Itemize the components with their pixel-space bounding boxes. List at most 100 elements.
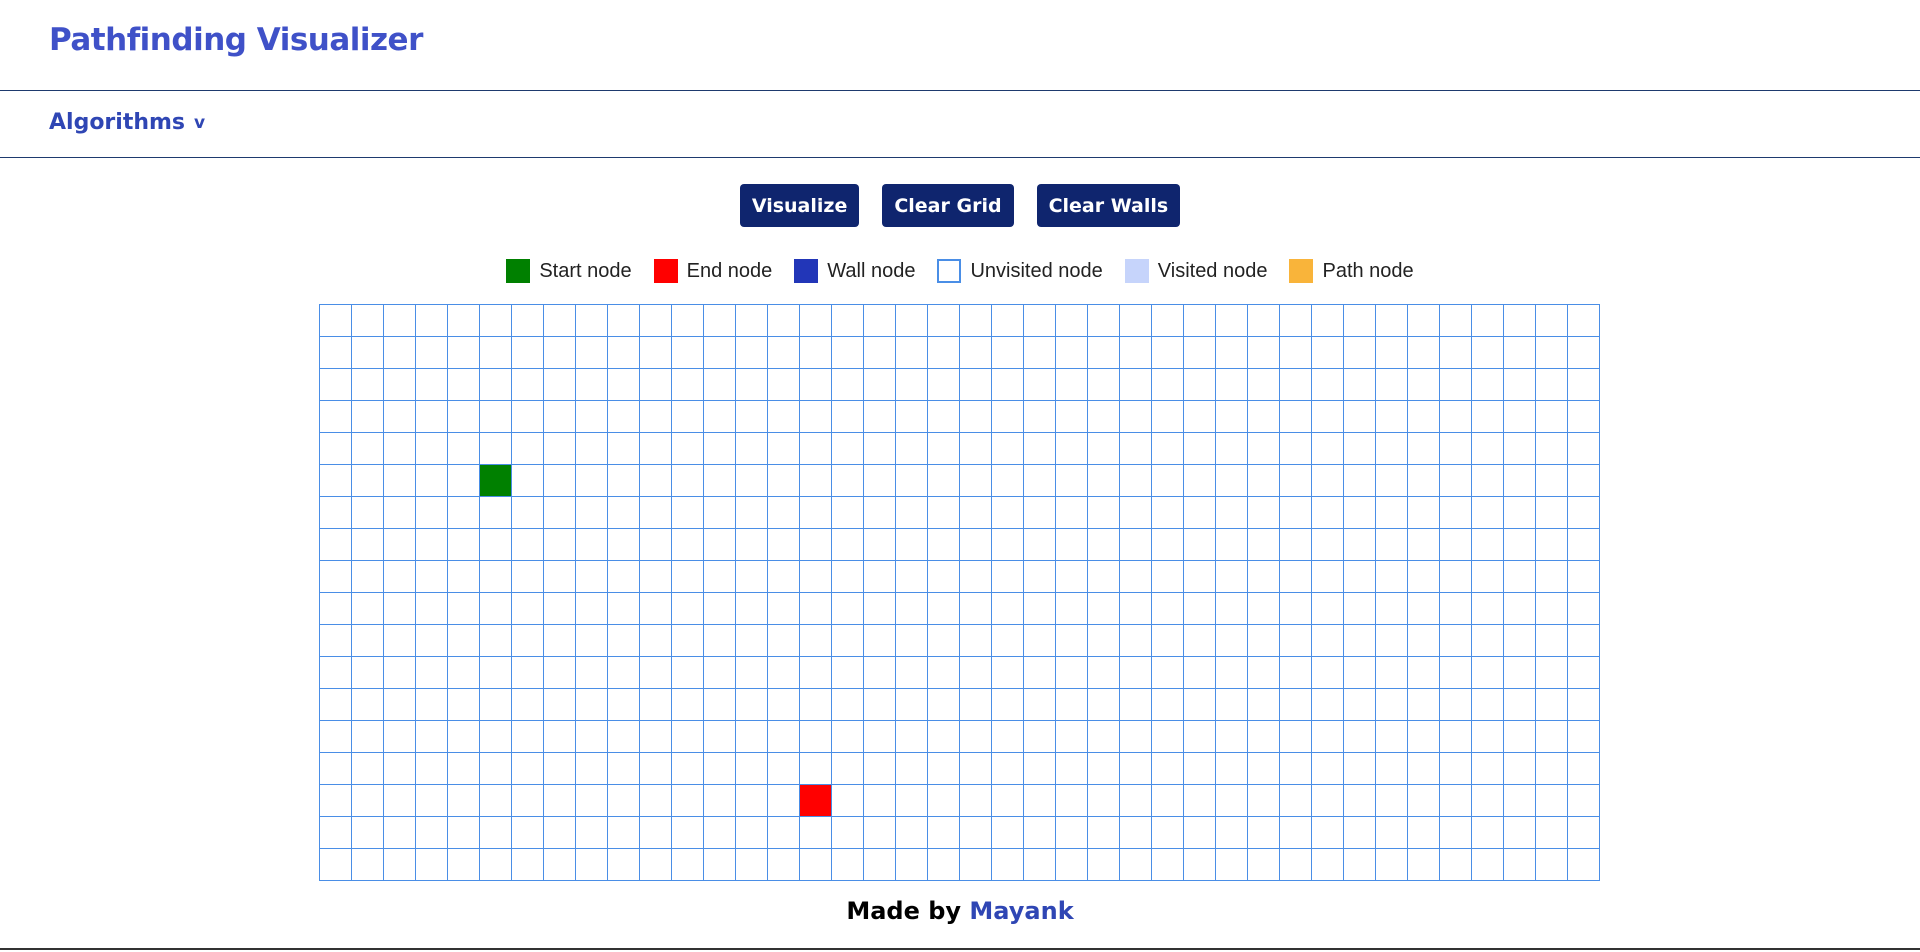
grid-cell[interactable] xyxy=(704,561,736,593)
grid-cell[interactable] xyxy=(960,785,992,817)
grid-cell[interactable] xyxy=(704,849,736,881)
grid-cell[interactable] xyxy=(320,337,352,369)
grid-cell[interactable] xyxy=(1504,625,1536,657)
grid-cell[interactable] xyxy=(1504,337,1536,369)
grid-cell[interactable] xyxy=(1088,689,1120,721)
grid-cell[interactable] xyxy=(704,657,736,689)
grid-cell[interactable] xyxy=(512,529,544,561)
grid-cell[interactable] xyxy=(448,305,480,337)
grid-cell[interactable] xyxy=(1024,817,1056,849)
grid-cell[interactable] xyxy=(800,337,832,369)
grid-cell[interactable] xyxy=(832,401,864,433)
grid-cell[interactable] xyxy=(1184,561,1216,593)
grid-cell[interactable] xyxy=(352,785,384,817)
grid-cell[interactable] xyxy=(864,689,896,721)
grid-cell[interactable] xyxy=(736,657,768,689)
grid-cell[interactable] xyxy=(992,625,1024,657)
grid-cell[interactable] xyxy=(352,433,384,465)
grid-cell[interactable] xyxy=(1216,369,1248,401)
grid-cell[interactable] xyxy=(960,657,992,689)
grid-cell[interactable] xyxy=(640,625,672,657)
grid-cell[interactable] xyxy=(576,529,608,561)
grid-cell[interactable] xyxy=(928,465,960,497)
grid-cell[interactable] xyxy=(640,561,672,593)
grid-cell[interactable] xyxy=(928,689,960,721)
grid-cell[interactable] xyxy=(768,785,800,817)
grid-cell[interactable] xyxy=(672,721,704,753)
grid-cell[interactable] xyxy=(800,401,832,433)
grid-cell[interactable] xyxy=(640,433,672,465)
grid-cell[interactable] xyxy=(832,849,864,881)
grid-cell[interactable] xyxy=(1088,625,1120,657)
grid-cell[interactable] xyxy=(1344,849,1376,881)
grid-cell[interactable] xyxy=(1312,625,1344,657)
grid-cell[interactable] xyxy=(672,433,704,465)
grid-cell[interactable] xyxy=(832,305,864,337)
grid-cell[interactable] xyxy=(1408,721,1440,753)
grid-cell[interactable] xyxy=(1120,529,1152,561)
grid-cell[interactable] xyxy=(704,369,736,401)
grid-cell[interactable] xyxy=(1152,785,1184,817)
grid-cell[interactable] xyxy=(1504,305,1536,337)
grid-cell[interactable] xyxy=(576,433,608,465)
grid-cell[interactable] xyxy=(1088,657,1120,689)
grid-cell[interactable] xyxy=(704,721,736,753)
grid-cell[interactable] xyxy=(1312,561,1344,593)
grid-cell[interactable] xyxy=(800,849,832,881)
grid-cell[interactable] xyxy=(512,593,544,625)
grid-cell[interactable] xyxy=(480,849,512,881)
grid-cell[interactable] xyxy=(480,817,512,849)
grid-cell[interactable] xyxy=(992,657,1024,689)
grid-cell[interactable] xyxy=(384,817,416,849)
grid-cell[interactable] xyxy=(544,433,576,465)
grid-cell[interactable] xyxy=(992,337,1024,369)
grid-cell[interactable] xyxy=(1312,465,1344,497)
grid-cell[interactable] xyxy=(864,657,896,689)
grid-cell[interactable] xyxy=(1152,593,1184,625)
grid-cell[interactable] xyxy=(832,529,864,561)
grid-cell[interactable] xyxy=(512,753,544,785)
grid-cell[interactable] xyxy=(1024,401,1056,433)
grid-cell[interactable] xyxy=(352,657,384,689)
grid-cell[interactable] xyxy=(1088,721,1120,753)
clear-walls-button[interactable]: Clear Walls xyxy=(1036,184,1181,227)
grid-cell[interactable] xyxy=(416,817,448,849)
grid-cell[interactable] xyxy=(1248,433,1280,465)
grid-cell[interactable] xyxy=(448,657,480,689)
grid-cell[interactable] xyxy=(1344,689,1376,721)
grid-cell[interactable] xyxy=(608,593,640,625)
grid-cell[interactable] xyxy=(576,305,608,337)
grid-cell[interactable] xyxy=(384,465,416,497)
grid-cell[interactable] xyxy=(1280,849,1312,881)
grid-cell[interactable] xyxy=(384,721,416,753)
grid-cell[interactable] xyxy=(1248,497,1280,529)
grid-cell[interactable] xyxy=(1248,529,1280,561)
grid-cell[interactable] xyxy=(992,369,1024,401)
grid-cell[interactable] xyxy=(1184,625,1216,657)
grid-cell[interactable] xyxy=(896,305,928,337)
grid-cell[interactable] xyxy=(1376,689,1408,721)
grid-cell[interactable] xyxy=(384,401,416,433)
grid-cell[interactable] xyxy=(416,529,448,561)
grid-cell[interactable] xyxy=(1248,849,1280,881)
grid-cell[interactable] xyxy=(576,401,608,433)
grid-cell[interactable] xyxy=(576,465,608,497)
grid-cell[interactable] xyxy=(576,593,608,625)
grid-cell[interactable] xyxy=(320,561,352,593)
grid-cell[interactable] xyxy=(1472,625,1504,657)
grid-cell[interactable] xyxy=(1088,593,1120,625)
grid-cell[interactable] xyxy=(1120,657,1152,689)
grid-cell[interactable] xyxy=(1216,433,1248,465)
grid-cell[interactable] xyxy=(640,785,672,817)
grid-cell[interactable] xyxy=(608,689,640,721)
grid-cell[interactable] xyxy=(1184,465,1216,497)
grid-cell[interactable] xyxy=(1184,817,1216,849)
grid-cell[interactable] xyxy=(832,465,864,497)
grid-cell[interactable] xyxy=(320,369,352,401)
grid-cell[interactable] xyxy=(1376,305,1408,337)
grid-cell[interactable] xyxy=(1024,849,1056,881)
grid-cell[interactable] xyxy=(1536,305,1568,337)
grid-cell[interactable] xyxy=(1120,689,1152,721)
grid-cell[interactable] xyxy=(1568,497,1600,529)
grid-cell[interactable] xyxy=(1376,529,1408,561)
